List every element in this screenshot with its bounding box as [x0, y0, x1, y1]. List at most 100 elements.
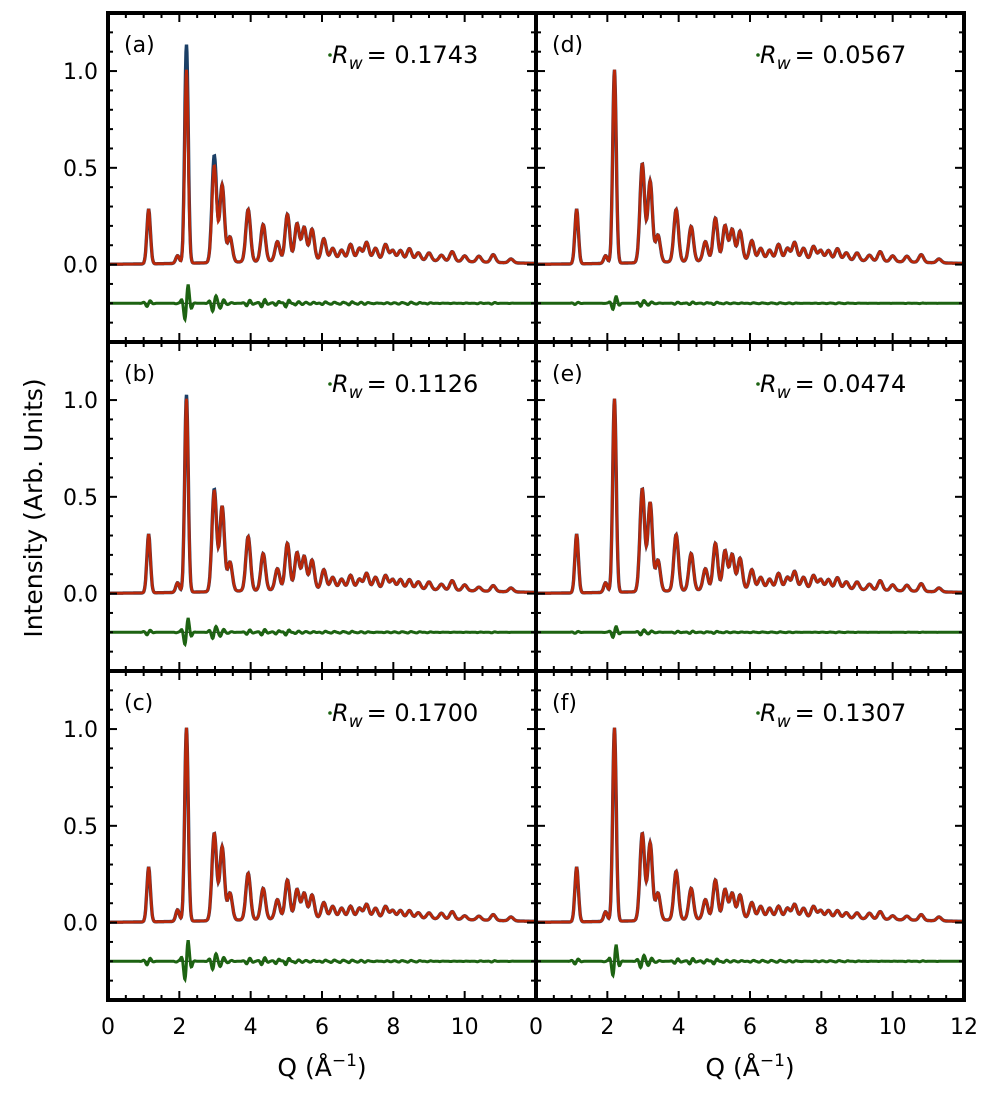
x-axis-label-close: ) [785, 1053, 795, 1082]
rw-subscript: w [777, 383, 791, 403]
panel-a [108, 44, 536, 324]
rw-symbol: R [760, 370, 777, 398]
panel-label: (f) [552, 691, 577, 716]
rw-symbol: R [760, 41, 777, 69]
panel-label: (a) [124, 33, 155, 58]
y-tick-label: 0.5 [63, 486, 98, 511]
x-tick-label: 4 [244, 1015, 258, 1040]
difference-curve [108, 940, 536, 984]
x-tick-label: 6 [315, 1015, 329, 1040]
panel-label: (d) [552, 33, 583, 58]
x-axis-label-main: Q (Å [705, 1053, 759, 1082]
rw-label: Rw = 0.1700 [332, 699, 478, 732]
x-tick-label: 8 [386, 1015, 400, 1040]
x-axis-label-close: ) [357, 1053, 367, 1082]
rw-subscript: w [349, 383, 363, 403]
x-tick-label: 0 [529, 1015, 543, 1040]
y-tick-label: 0.5 [63, 815, 98, 840]
observed-curve [108, 44, 536, 266]
rw-subscript: w [349, 712, 363, 732]
panel-b [108, 394, 536, 648]
frame-layer [106, 11, 966, 1002]
x-tick-label: 6 [743, 1015, 757, 1040]
panel-c [108, 727, 536, 984]
y-tick-label: 0.0 [63, 583, 98, 608]
rw-value: = 0.0474 [795, 370, 907, 398]
rw-legend-marker [328, 382, 332, 386]
rw-legend-marker [756, 711, 760, 715]
difference-curve [108, 617, 536, 648]
ticks-layer [107, 12, 965, 1001]
y-tick-label: 1.0 [63, 718, 98, 743]
y-tick-label: 1.0 [63, 60, 98, 85]
x-tick-label: 2 [172, 1015, 186, 1040]
difference-curve [108, 284, 536, 324]
calculated-curve [108, 69, 536, 266]
panel-d [536, 69, 964, 312]
x-axis-label-exp: −1 [332, 1051, 357, 1071]
x-tick-label: 2 [600, 1015, 614, 1040]
calculated-curve [108, 398, 536, 595]
plot-area-e [536, 398, 964, 640]
observed-curve [536, 69, 964, 266]
plot-area-a [108, 44, 536, 324]
x-tick-label: 10 [879, 1015, 907, 1040]
plot-area-c [108, 727, 536, 984]
ticks-d [535, 12, 965, 343]
rw-value: = 0.1126 [367, 370, 479, 398]
plot-area-d [536, 69, 964, 312]
rw-legend-marker [328, 53, 332, 57]
observed-curve [108, 727, 536, 924]
difference-curve [536, 625, 964, 640]
rw-subscript: w [777, 712, 791, 732]
x-tick-label: 0 [101, 1015, 115, 1040]
rw-symbol: R [332, 41, 349, 69]
rw-value: = 0.1743 [367, 41, 479, 69]
y-tick-label: 0.0 [63, 912, 98, 937]
calculated-curve [536, 398, 964, 595]
plot-area-b [108, 394, 536, 648]
panels-layer [108, 44, 964, 984]
panel-e [536, 398, 964, 640]
rw-value: = 0.0567 [795, 41, 907, 69]
x-axis-label-left: Q (Å−1) [277, 1051, 366, 1082]
y-tick-label: 0.5 [63, 157, 98, 182]
panel-label: (e) [552, 362, 583, 387]
rw-symbol: R [332, 370, 349, 398]
calculated-curve [536, 69, 964, 266]
observed-curve [108, 394, 536, 595]
y-tick-label: 1.0 [63, 389, 98, 414]
observed-curve [536, 727, 964, 924]
rw-value: = 0.1700 [367, 699, 479, 727]
rw-label: Rw = 0.1126 [332, 370, 478, 403]
rw-label: Rw = 0.0567 [760, 41, 906, 74]
panel-label: (b) [124, 362, 155, 387]
panel-label: (c) [124, 691, 153, 716]
rw-legend-marker [328, 711, 332, 715]
y-tick-label: 0.0 [63, 254, 98, 279]
x-axis-label-exp: −1 [760, 1051, 785, 1071]
observed-curve [536, 398, 964, 595]
rw-legend-marker [756, 382, 760, 386]
x-tick-label: 10 [451, 1015, 479, 1040]
rw-value: = 0.1307 [795, 699, 907, 727]
y-axis-label: Intensity (Arb. Units) [19, 378, 48, 637]
rw-subscript: w [777, 54, 791, 74]
ticks-e [535, 341, 965, 672]
difference-curve [536, 295, 964, 312]
x-tick-label: 8 [814, 1015, 828, 1040]
x-axis-label-right: Q (Å−1) [705, 1051, 794, 1082]
rw-label: Rw = 0.1743 [332, 41, 478, 74]
x-tick-label: 12 [950, 1015, 978, 1040]
rw-symbol: R [332, 699, 349, 727]
x-axis-label-main: Q (Å [277, 1053, 331, 1082]
calculated-curve [536, 727, 964, 924]
rw-symbol: R [760, 699, 777, 727]
panel-f [536, 727, 964, 979]
x-tick-label: 4 [672, 1015, 686, 1040]
rw-subscript: w [349, 54, 363, 74]
difference-curve [536, 944, 964, 979]
ticks-f [535, 670, 965, 1001]
